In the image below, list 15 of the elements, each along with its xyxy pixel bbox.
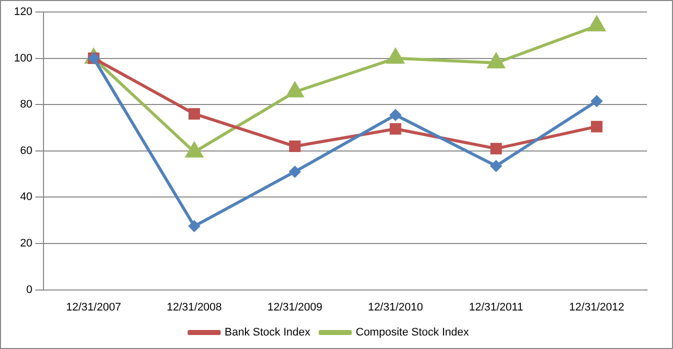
y-tick-label: 20 <box>20 238 32 250</box>
x-tick-label: 12/31/2011 <box>468 301 524 314</box>
y-tick-label: 100 <box>14 52 32 64</box>
x-tick-label: 12/31/2007 <box>66 301 122 314</box>
y-tick-label: 60 <box>20 144 32 157</box>
y-tick-label: 80 <box>20 98 32 111</box>
y-tick-label: 0 <box>26 284 32 296</box>
y-tick-label: 40 <box>20 191 32 204</box>
legend-label: Composite Stock Index <box>356 326 470 339</box>
legend-label: Bank Stock Index <box>224 326 311 339</box>
x-tick-label: 12/31/2008 <box>166 301 222 314</box>
x-tick-label: 12/31/2009 <box>267 301 322 314</box>
x-tick-label: 12/31/2010 <box>368 301 424 314</box>
y-tick-label: 120 <box>14 6 32 18</box>
x-tick-label: 12/31/2012 <box>569 301 624 314</box>
